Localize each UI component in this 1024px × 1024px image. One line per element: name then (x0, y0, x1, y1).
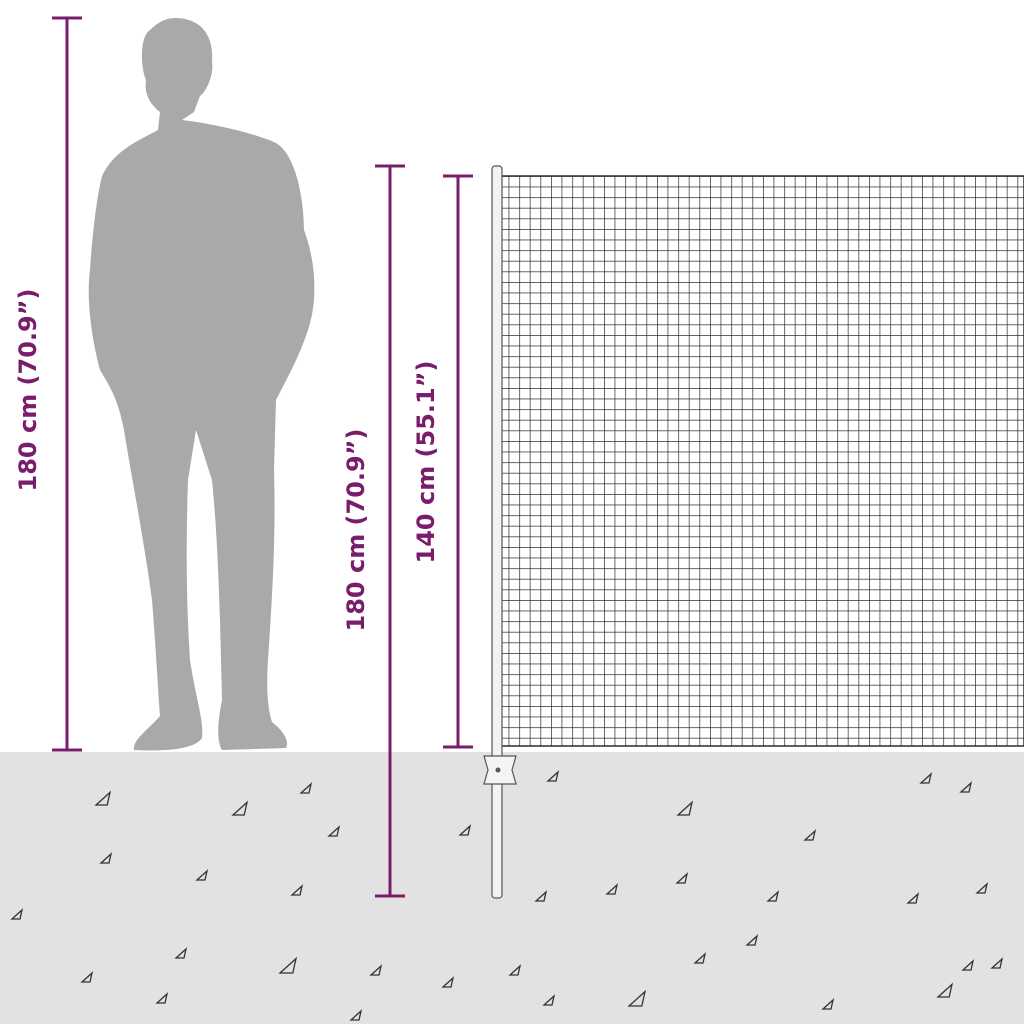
pebble (195, 869, 209, 881)
pebble (94, 790, 112, 806)
pebble (458, 824, 472, 836)
pebble (605, 883, 619, 895)
pebble (299, 782, 313, 794)
pebble (693, 952, 707, 964)
pebble (906, 892, 920, 904)
pebble (174, 947, 188, 959)
net-mesh (497, 175, 1024, 747)
bracket-hole (495, 767, 501, 773)
pebble (542, 994, 556, 1006)
pebble (155, 992, 169, 1004)
pebble (349, 1009, 363, 1021)
pebble (10, 908, 24, 920)
dimension-lines (52, 16, 473, 898)
fence-post (491, 165, 503, 899)
pebble (675, 872, 689, 884)
pebble (821, 998, 835, 1010)
person-height-label: 180 cm (70.9”) (14, 289, 42, 492)
person-silhouette (88, 18, 315, 751)
pebble (627, 989, 647, 1007)
pebble (80, 971, 94, 983)
pebble (676, 800, 694, 816)
pebble (959, 781, 973, 793)
post-height-label: 180 cm (70.9”) (342, 429, 370, 632)
pebble (369, 964, 383, 976)
pebble (508, 964, 522, 976)
pebble (745, 934, 759, 946)
pebble (231, 800, 249, 816)
pebble (278, 956, 298, 974)
pebble (936, 982, 954, 998)
pebble (990, 957, 1004, 969)
pebble (534, 890, 548, 902)
pebble (919, 772, 933, 784)
pebble (975, 882, 989, 894)
pebble (961, 959, 975, 971)
pebble (766, 890, 780, 902)
ground (0, 752, 1024, 1024)
ground-texture (10, 770, 1004, 1021)
pebble (290, 884, 304, 896)
pebble (803, 829, 817, 841)
pebble (546, 770, 560, 782)
net-height-label: 140 cm (55.1”) (412, 361, 440, 564)
pebble (327, 825, 341, 837)
pebble (441, 976, 455, 988)
pebble (99, 852, 113, 864)
